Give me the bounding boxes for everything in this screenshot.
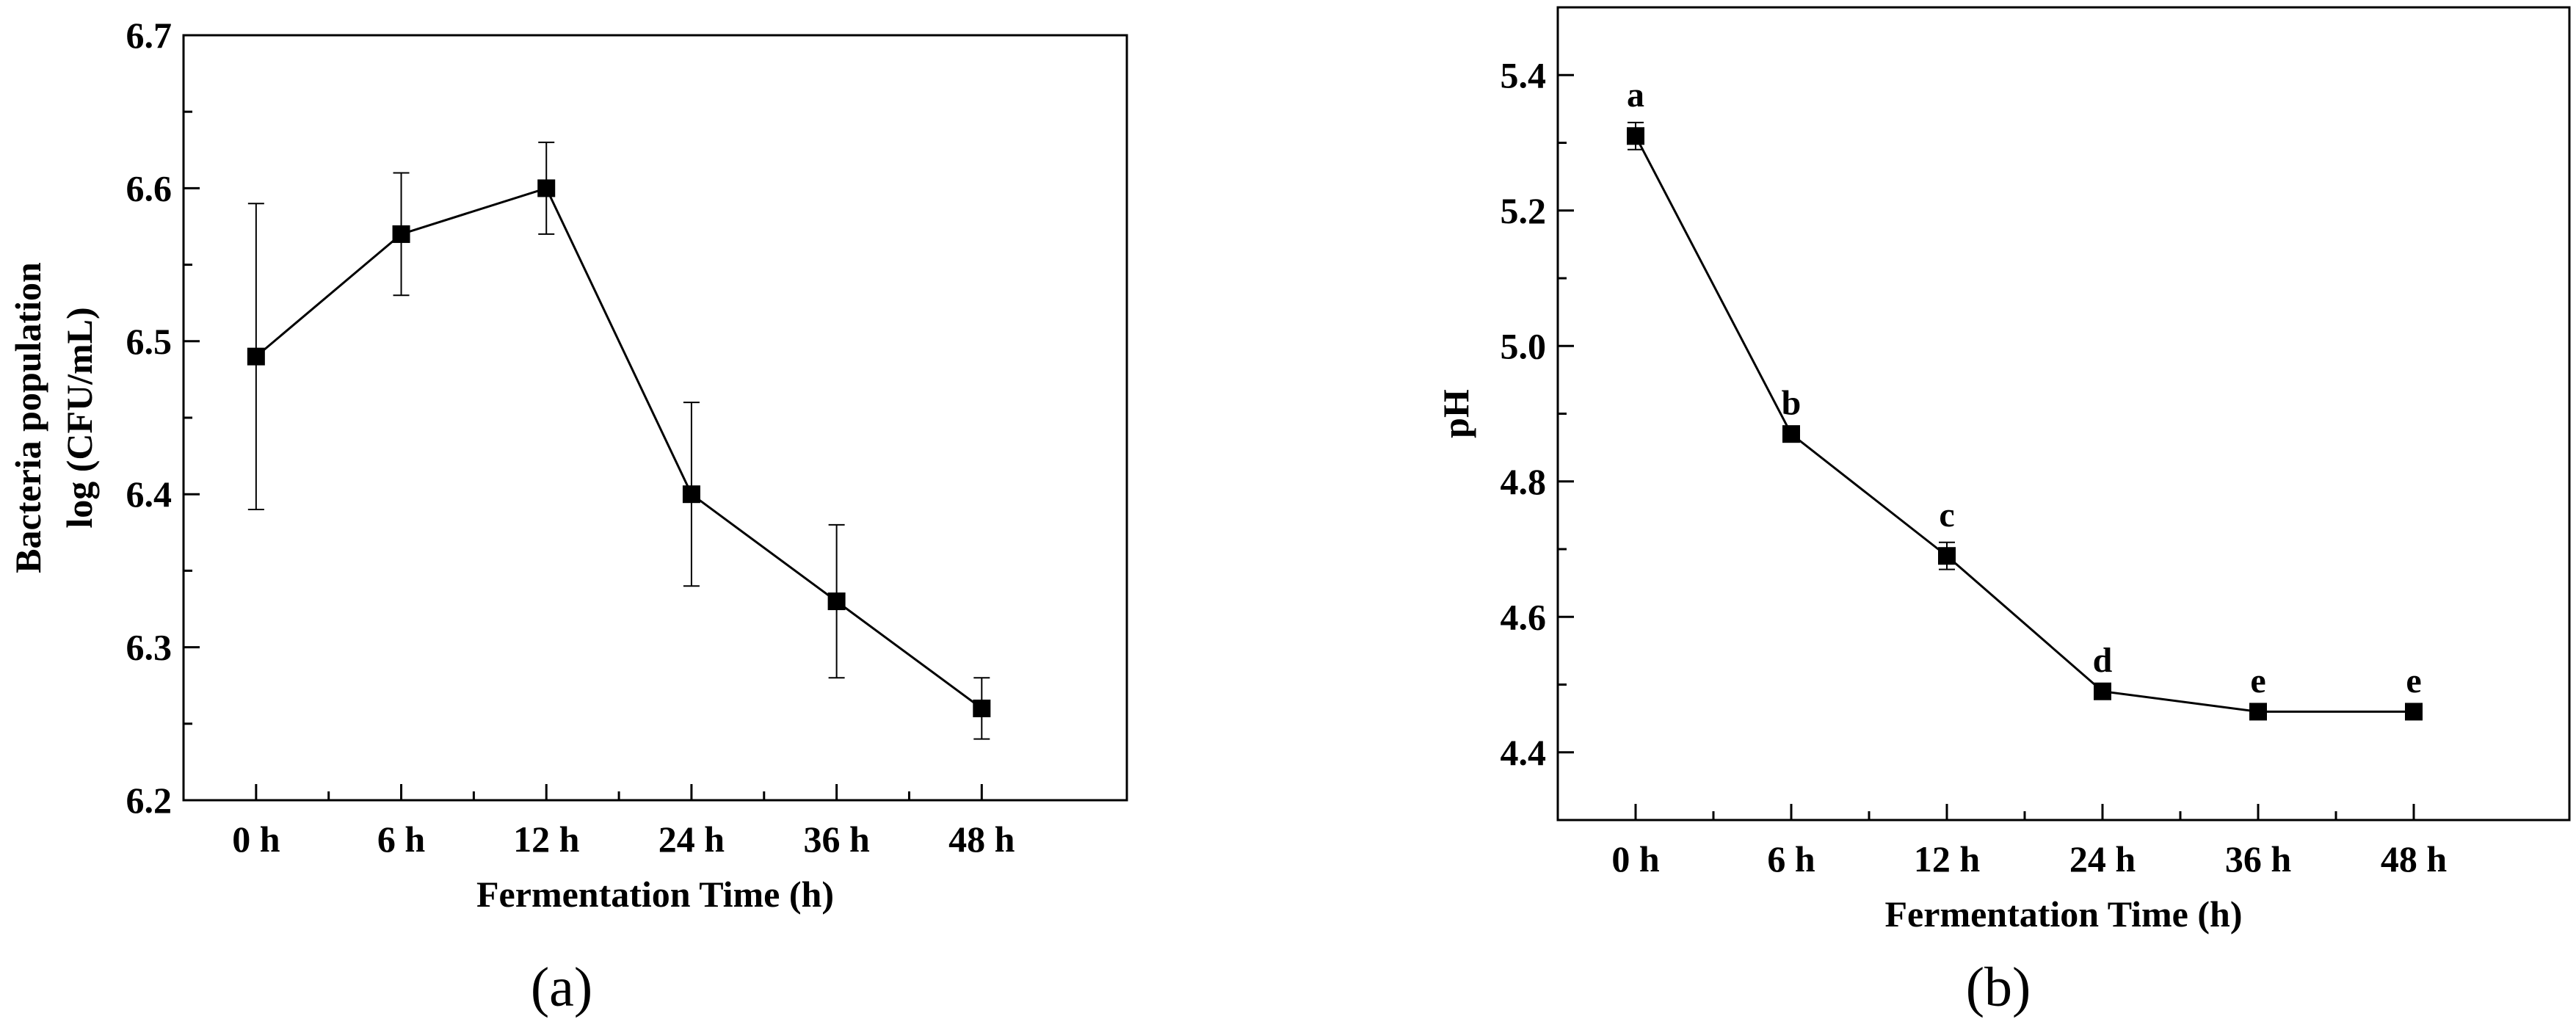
y-tick-label: 6.5 bbox=[126, 321, 173, 362]
x-tick-label: 0 h bbox=[1611, 838, 1660, 880]
x-tick-label: 12 h bbox=[513, 819, 580, 860]
data-point bbox=[973, 699, 991, 717]
significance-letter: c bbox=[1939, 496, 1954, 534]
chart-panel-b: 4.4 4.6 4.8 5.0 5.2 5.4 0 h 6 h 12 h 24 h 36 h 48 h… bbox=[1435, 6, 2571, 1018]
data-point bbox=[1627, 127, 1644, 145]
data-point bbox=[247, 347, 265, 366]
y-tick-label: 4.6 bbox=[1501, 596, 1547, 637]
y-tick-label: 5.4 bbox=[1501, 54, 1547, 95]
significance-letter: e bbox=[2406, 661, 2421, 700]
x-axis-title: Fermentation Time (h) bbox=[1885, 893, 2243, 935]
series-line bbox=[1634, 135, 2414, 713]
y-tick-label: 6.3 bbox=[126, 627, 173, 668]
x-tick-label: 12 h bbox=[1914, 838, 1981, 880]
panel-label: (b) bbox=[1966, 957, 2031, 1018]
x-tick-label: 36 h bbox=[2225, 838, 2292, 880]
data-point bbox=[2094, 682, 2111, 700]
y-tick-label: 6.7 bbox=[126, 15, 173, 56]
y-axis-title: pH bbox=[1435, 389, 1476, 438]
significance-letter: e bbox=[2250, 661, 2265, 700]
chart-panel-a: 6.2 6.3 6.4 6.5 6.6 6.7 0 h 6 h 12 h 24 h 36 h 48 h… bbox=[7, 15, 1128, 1018]
series-line bbox=[255, 186, 983, 710]
data-point bbox=[537, 179, 556, 197]
y-tick-label: 4.8 bbox=[1501, 461, 1547, 502]
y-tick-label: 4.4 bbox=[1501, 732, 1547, 773]
significance-letter: a bbox=[1627, 76, 1644, 115]
y-tick-label: 5.2 bbox=[1501, 190, 1547, 231]
panel-label: (a) bbox=[531, 957, 592, 1018]
x-tick-label: 6 h bbox=[377, 819, 426, 860]
significance-letter: d bbox=[2093, 641, 2113, 680]
data-point bbox=[2249, 703, 2267, 721]
significance-letter: b bbox=[1782, 384, 1802, 423]
x-tick-label: 0 h bbox=[232, 819, 280, 860]
x-tick-label: 36 h bbox=[803, 819, 870, 860]
data-point bbox=[2405, 703, 2423, 721]
data-point bbox=[1938, 547, 1956, 565]
y-tick-label: 5.0 bbox=[1501, 325, 1547, 366]
x-axis-title: Fermentation Time (h) bbox=[476, 874, 834, 915]
y-tick-label: 6.2 bbox=[126, 780, 173, 821]
x-tick-label: 24 h bbox=[658, 819, 725, 860]
x-tick-label: 48 h bbox=[2381, 838, 2448, 880]
y-tick-label: 6.6 bbox=[126, 167, 173, 208]
x-tick-label: 24 h bbox=[2069, 838, 2136, 880]
data-point bbox=[392, 225, 410, 243]
x-tick-label: 6 h bbox=[1767, 838, 1815, 880]
data-point bbox=[1782, 425, 1800, 443]
data-point bbox=[682, 485, 700, 504]
y-axis-title: Bacteria population bbox=[7, 262, 48, 573]
data-point bbox=[827, 592, 846, 611]
y-axis-title: log (CFU/mL) bbox=[59, 307, 100, 528]
y-tick-label: 6.4 bbox=[126, 474, 173, 515]
x-tick-label: 48 h bbox=[948, 819, 1015, 860]
